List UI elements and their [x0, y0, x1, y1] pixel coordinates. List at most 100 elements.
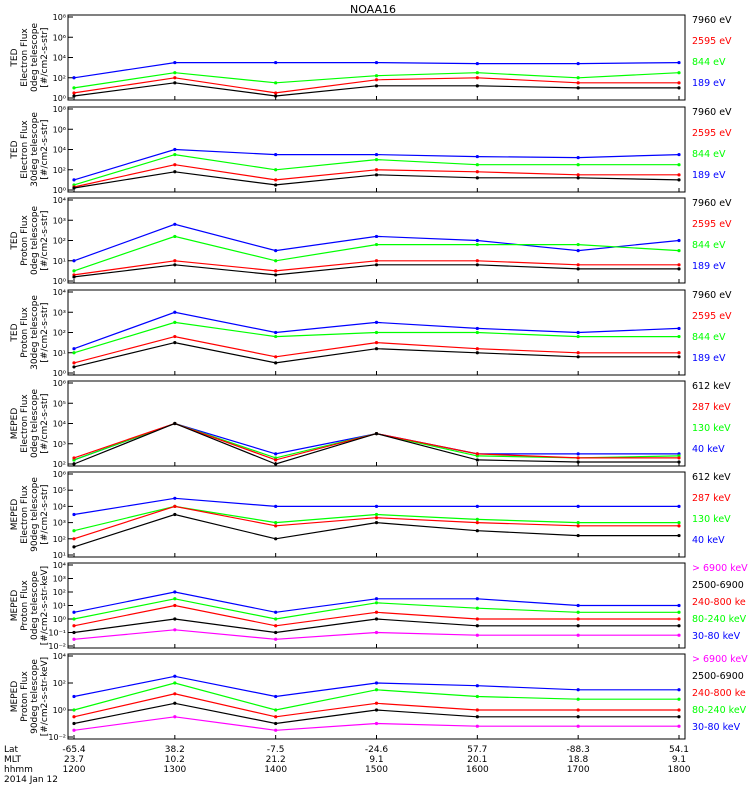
data-point	[274, 630, 278, 635]
data-point	[576, 617, 580, 621]
y-tick-label: 10⁻²	[48, 642, 66, 651]
data-point	[274, 624, 278, 628]
time-axis-value: 9.1	[672, 755, 686, 765]
y-tick-label: 10³	[53, 519, 66, 528]
data-point	[274, 521, 278, 525]
y-tick-label: 10⁴	[53, 561, 66, 570]
data-point	[173, 334, 177, 339]
y-axis-label: [#/cm2-s-str]	[40, 393, 50, 453]
data-point	[677, 456, 681, 460]
series-line-black	[73, 702, 679, 725]
data-point	[173, 496, 177, 500]
legend-entry: 7960 eV	[692, 107, 732, 118]
data-point	[677, 86, 681, 90]
series-line-black	[73, 513, 679, 548]
y-axis-label: 0deg telescope	[30, 389, 40, 459]
data-point	[173, 590, 177, 594]
data-point	[72, 537, 76, 541]
time-axis-value: 1200	[63, 765, 86, 775]
y-tick-label: 10⁴	[53, 196, 66, 205]
legend-entry: 2595 eV	[692, 128, 732, 139]
data-point	[173, 81, 177, 85]
time-axis-row-label: hhmm	[4, 765, 33, 775]
data-point	[576, 61, 580, 66]
data-point	[576, 351, 580, 355]
y-tick-label: 10¹	[53, 551, 66, 560]
data-point	[677, 697, 681, 701]
data-point	[274, 452, 278, 456]
data-point	[475, 176, 479, 180]
data-point	[475, 76, 479, 80]
data-point	[173, 617, 177, 621]
legend-entry: 240-800 ke	[692, 688, 746, 699]
time-axis-value: -88.3	[567, 745, 590, 755]
legend-entry: > 6900 keV	[692, 654, 748, 665]
data-point	[374, 263, 379, 267]
data-point	[173, 152, 177, 157]
data-point	[576, 355, 580, 359]
data-point	[677, 60, 681, 65]
data-point	[173, 341, 177, 345]
data-point	[274, 524, 278, 528]
data-point	[72, 630, 76, 635]
data-point	[475, 708, 479, 712]
series-line-blue	[73, 422, 679, 461]
y-axis-label: Electron Flux	[20, 485, 30, 544]
data-point	[677, 603, 681, 608]
data-point	[274, 183, 278, 187]
data-point	[576, 624, 580, 628]
legend-entry: 240-800 ke	[692, 597, 746, 608]
data-point	[274, 168, 278, 172]
data-point	[173, 320, 177, 324]
time-axis-value: 1700	[567, 765, 590, 775]
time-axis-value: 18.8	[568, 755, 588, 765]
y-tick-label: 10¹	[53, 349, 66, 358]
data-point	[374, 234, 379, 239]
panel-frame	[67, 380, 686, 467]
data-point	[374, 173, 379, 177]
panel-frame	[67, 106, 686, 193]
y-tick-label: 10⁴	[53, 54, 66, 63]
data-point	[677, 524, 681, 528]
data-point	[576, 267, 580, 271]
data-point	[576, 452, 580, 456]
time-axis-value: 23.7	[64, 755, 84, 765]
data-point	[374, 168, 379, 172]
y-axis-label: Proton Flux	[20, 307, 30, 358]
y-axis-label: MEPED	[10, 499, 20, 531]
data-point	[576, 163, 580, 167]
data-point	[72, 529, 76, 533]
data-point	[475, 242, 479, 247]
data-point	[576, 334, 580, 339]
y-tick-label: 10⁵	[53, 486, 66, 495]
data-point	[475, 61, 479, 66]
data-point	[173, 163, 177, 167]
data-point	[677, 688, 681, 692]
data-point	[72, 456, 76, 460]
data-point	[475, 517, 479, 521]
data-point	[173, 681, 177, 685]
data-point	[274, 504, 278, 508]
data-point	[72, 178, 76, 182]
y-tick-label: 10²	[53, 329, 66, 338]
time-axis-value: 54.1	[669, 745, 689, 755]
data-point	[374, 708, 379, 712]
y-axis-label: MEPED	[10, 681, 20, 713]
data-point	[374, 60, 379, 65]
data-point	[72, 365, 76, 369]
data-point	[475, 330, 479, 335]
legend-entry: 30-80 keV	[692, 722, 741, 733]
y-tick-label: 10³	[53, 308, 66, 317]
y-tick-label: 10¹	[53, 602, 66, 611]
time-axis-row-label: MLT	[4, 755, 22, 765]
data-point	[677, 81, 681, 85]
data-point	[72, 617, 76, 621]
series-line-red	[73, 260, 679, 276]
data-point	[274, 60, 278, 65]
time-axis-value: 1600	[466, 765, 489, 775]
data-point	[72, 275, 76, 279]
y-axis-label: MEPED	[10, 408, 20, 440]
data-point	[677, 633, 681, 637]
data-point	[374, 330, 379, 335]
